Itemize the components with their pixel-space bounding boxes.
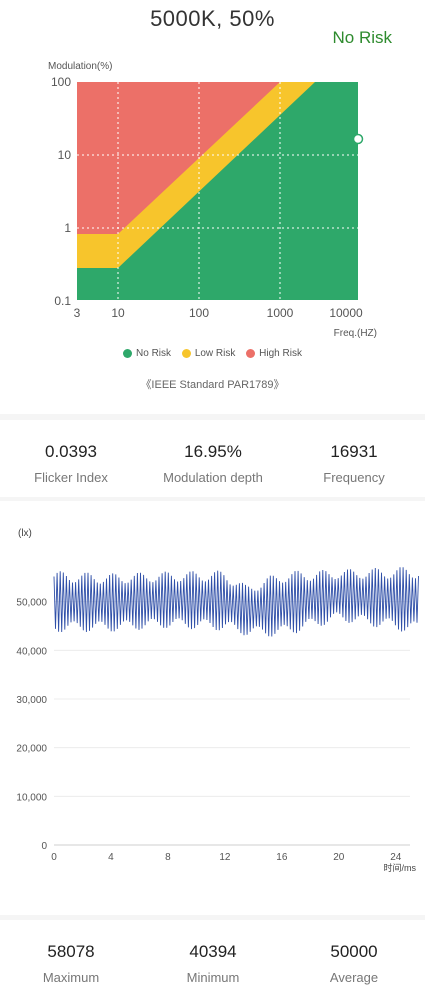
standard-reference: 《IEEE Standard PAR1789》	[140, 379, 285, 391]
page-title: 5000K, 50%	[150, 6, 275, 31]
illuminance-summary-panel: 58078 Maximum 40394 Minimum 50000 Averag…	[0, 920, 425, 1000]
stat-label: Minimum	[186, 970, 240, 985]
risk-x-tick-label: 10000	[329, 306, 363, 320]
risk-y-tick-label: 0.1	[54, 294, 71, 308]
stat-label: Modulation depth	[163, 470, 263, 485]
risk-y-axis-label: Modulation(%)	[48, 61, 112, 72]
stat-value: 0.0393	[45, 442, 97, 461]
maximum-stat: 58078 Maximum	[0, 920, 142, 985]
wave-y-tick-label: 10,000	[16, 792, 47, 803]
risk-x-tick-label: 1000	[267, 306, 294, 320]
wave-y-axis-label: (lx)	[18, 528, 32, 539]
legend-label: No Risk	[136, 348, 172, 359]
frequency-stat: 16931 Frequency	[283, 420, 425, 485]
legend-dot	[246, 349, 256, 358]
risk-x-tick-label: 10	[111, 306, 125, 320]
wave-y-tick-label: 50,000	[16, 598, 47, 609]
flicker-stats-panel: 0.0393 Flicker Index 16.95% Modulation d…	[0, 420, 425, 497]
legend-item-high-risk: High Risk	[246, 348, 302, 359]
stat-value: 50000	[330, 942, 378, 961]
wave-x-tick-label: 24	[390, 852, 402, 863]
stat-label: Flicker Index	[34, 470, 108, 485]
stat-label: Maximum	[42, 970, 100, 985]
wave-y-tick-label: 0	[41, 841, 47, 852]
illuminance-waveform-panel: (lx) 0 10,000 20,000 30,000 40,000 50,000 0 4 8 1…	[0, 501, 425, 915]
wave-x-tick-label: 4	[108, 852, 114, 863]
stat-value: 16.95%	[184, 442, 242, 461]
risk-chart: Modulation(%) Freq.(HZ) 100 10 1 0.13 10 100 1…	[48, 61, 377, 339]
wave-y-tick-label: 40,000	[16, 646, 47, 657]
no-risk-region	[77, 82, 358, 300]
risk-status-label: No Risk	[332, 28, 392, 47]
stat-label: Average	[329, 970, 379, 985]
legend-label: Low Risk	[194, 348, 236, 359]
legend-item-low-risk: Low Risk	[181, 348, 236, 359]
risk-x-tick-label: 100	[189, 306, 209, 320]
wave-x-tick-label: 8	[165, 852, 171, 863]
illuminance-series-line	[53, 567, 419, 637]
wave-x-tick-label: 16	[276, 852, 288, 863]
legend-dot	[123, 349, 133, 358]
wave-x-tick-label: 0	[51, 852, 57, 863]
legend-item-no-risk: No Risk	[123, 348, 171, 359]
stat-value: 16931	[330, 442, 378, 461]
risk-y-tick-label: 100	[51, 75, 71, 89]
wave-y-tick-label: 20,000	[16, 744, 47, 755]
current-measurement-marker	[352, 133, 364, 145]
legend-dot	[181, 349, 191, 358]
risk-x-axis-label: Freq.(HZ)	[334, 328, 377, 339]
illuminance-waveform-chart: (lx) 0 10,000 20,000 30,000 40,000 50,000 0 4 8 1…	[16, 528, 419, 873]
stat-value: 40394	[189, 942, 237, 961]
stat-label: Frequency	[323, 470, 385, 485]
legend-label: High Risk	[259, 348, 302, 359]
flicker-risk-panel: 5000K, 50% No Risk Modulation(%) Freq.(H…	[0, 0, 425, 414]
stat-value: 58078	[47, 942, 95, 961]
risk-legend: No Risk Low Risk High Risk	[0, 348, 425, 361]
minimum-stat: 40394 Minimum	[142, 920, 284, 985]
wave-x-tick-label: 12	[219, 852, 231, 863]
wave-x-axis-label: 时间/ms	[384, 862, 417, 873]
risk-y-tick-label: 10	[58, 148, 72, 162]
wave-x-tick-label: 20	[333, 852, 345, 863]
risk-y-tick-label: 1	[64, 221, 71, 235]
average-stat: 50000 Average	[283, 920, 425, 985]
flicker-index-stat: 0.0393 Flicker Index	[0, 420, 142, 485]
modulation-depth-stat: 16.95% Modulation depth	[142, 420, 284, 485]
wave-y-tick-label: 30,000	[16, 695, 47, 706]
risk-x-tick-label: 3	[74, 306, 81, 320]
